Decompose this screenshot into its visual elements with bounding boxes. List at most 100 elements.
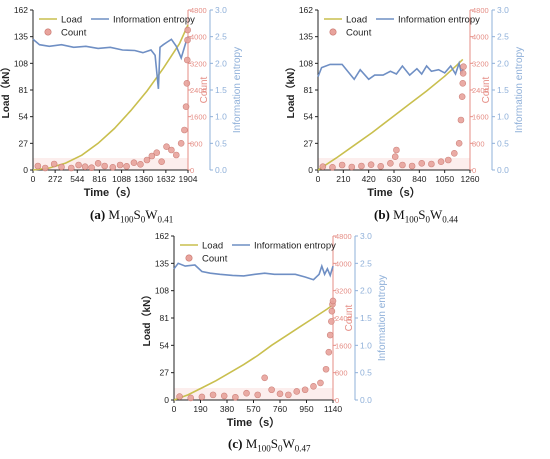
entropy-tick-label: 0.5	[360, 368, 372, 378]
count-point	[377, 163, 385, 170]
entropy-tick-label: 1.5	[497, 85, 509, 95]
count-tick-label: 2400	[472, 86, 489, 95]
count-point	[328, 318, 335, 325]
entropy-tick-label: 2.0	[360, 286, 372, 296]
time-tick-label: 1050	[435, 174, 454, 184]
count-point	[348, 163, 356, 171]
count-tick-label: 4800	[472, 6, 489, 15]
panel-b: 0 27 54 81 108 135 162 0 800 1600 2400 3200 4000 4800…	[284, 5, 525, 199]
count-tick-label: 4800	[335, 232, 352, 241]
count-point	[34, 162, 42, 170]
load-tick-label: 27	[304, 138, 314, 148]
count-point	[172, 151, 180, 159]
count-tick-label: 1600	[190, 113, 207, 122]
time-tick-label: 210	[336, 174, 350, 184]
entropy-tick-label: 3.0	[215, 5, 227, 15]
count-axis-title: Count	[481, 76, 492, 103]
count-point	[459, 70, 467, 77]
count-point	[437, 158, 445, 165]
time-tick-label: 1904	[179, 174, 198, 184]
count-tick-label: 4800	[190, 6, 207, 15]
entropy-tick-label: 0.0	[497, 165, 509, 175]
count-point	[137, 161, 144, 168]
time-tick-label: 0	[172, 404, 177, 414]
count-point	[268, 386, 275, 394]
caption-c: (c) M100S0W0.47	[228, 436, 311, 454]
time-tick-label: 380	[220, 404, 234, 414]
count-tick-label: 4000	[335, 259, 352, 268]
count-point	[182, 103, 190, 110]
count-tick-label: 1600	[472, 113, 489, 122]
count-point	[143, 156, 151, 164]
load-tick-label: 0	[308, 165, 313, 175]
count-point	[58, 163, 65, 171]
time-axis-title: Time（s）	[367, 186, 421, 199]
count-axis-title: Count	[199, 76, 210, 103]
count-point	[301, 386, 309, 394]
load-tick-label: 54	[304, 112, 314, 122]
time-tick-label: 1260	[461, 174, 480, 184]
count-point	[158, 158, 165, 165]
count-tick-label: 800	[472, 139, 485, 148]
count-point	[326, 331, 334, 339]
time-tick-label: 544	[70, 174, 84, 184]
count-point	[109, 164, 117, 171]
count-point	[177, 140, 185, 147]
load-line	[317, 58, 464, 171]
count-point	[457, 116, 465, 124]
count-point	[176, 393, 183, 400]
count-point	[184, 26, 191, 34]
entropy-tick-label: 0.5	[215, 138, 227, 148]
caption-a: (a) M100S0W0.41	[90, 207, 174, 225]
entropy-tick-label: 3.0	[497, 5, 509, 15]
count-point	[123, 163, 130, 170]
entropy-axis-title: Information entropy	[232, 47, 243, 133]
count-point	[116, 161, 124, 169]
count-tick-label: 4000	[190, 33, 207, 42]
legend-count-label: Count	[346, 28, 372, 39]
entropy-tick-label: 2.0	[215, 58, 227, 68]
load-tick-label: 27	[19, 138, 29, 148]
entropy-axis-title: Information entropy	[377, 275, 388, 361]
load-tick-label: 0	[23, 165, 28, 175]
load-tick-label: 135	[299, 32, 313, 42]
time-tick-label: 1088	[112, 174, 131, 184]
count-point	[101, 162, 108, 170]
entropy-tick-label: 2.5	[215, 32, 227, 42]
legend-count-label: Count	[61, 28, 87, 39]
count-point	[198, 393, 206, 401]
count-point	[367, 161, 375, 168]
count-point	[358, 162, 365, 170]
count-point	[455, 140, 463, 147]
count-point	[459, 80, 467, 87]
entropy-tick-label: 2.5	[497, 32, 509, 42]
count-point	[338, 161, 346, 169]
time-tick-label: 816	[92, 174, 106, 184]
load-tick-label: 81	[19, 85, 29, 95]
count-point	[293, 388, 301, 395]
count-point	[391, 153, 399, 160]
count-point	[67, 164, 75, 172]
legend-count-swatch	[185, 254, 193, 262]
load-tick-label: 81	[160, 313, 170, 323]
time-tick-label: 760	[273, 404, 287, 414]
entropy-tick-label: 1.0	[360, 340, 372, 350]
count-point	[329, 164, 336, 171]
load-tick-label: 0	[164, 395, 169, 405]
count-tick-label: 0	[190, 166, 194, 175]
entropy-tick-label: 2.5	[360, 258, 372, 268]
count-point	[81, 163, 89, 170]
load-axis-title: Load（kN）	[0, 62, 12, 119]
legend-load-label: Load	[61, 15, 82, 26]
entropy-line	[317, 60, 464, 81]
count-point	[220, 392, 228, 400]
count-point	[148, 152, 156, 160]
time-axis-title: Time（s）	[84, 186, 138, 199]
legend-count-swatch	[44, 28, 52, 36]
count-tick-label: 0	[472, 166, 476, 175]
time-tick-label: 1140	[324, 404, 343, 414]
count-point	[322, 365, 330, 373]
time-tick-label: 272	[48, 174, 62, 184]
load-tick-label: 135	[14, 32, 28, 42]
legend-entropy-label: Information entropy	[113, 15, 195, 26]
